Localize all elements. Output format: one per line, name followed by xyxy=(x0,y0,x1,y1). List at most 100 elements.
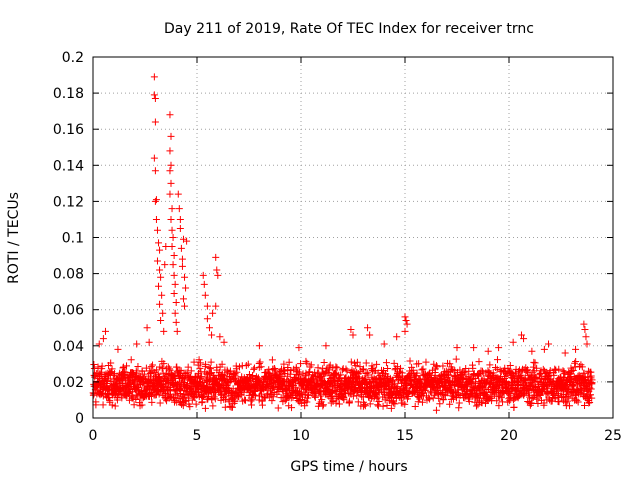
data-point xyxy=(366,400,374,408)
data-point xyxy=(347,326,355,334)
data-point xyxy=(134,363,142,371)
data-point xyxy=(303,359,311,367)
data-point xyxy=(218,360,226,368)
data-point xyxy=(156,376,164,384)
data-point xyxy=(391,400,399,408)
data-point xyxy=(205,364,213,372)
data-point xyxy=(495,402,503,410)
data-point xyxy=(402,317,410,325)
data-point xyxy=(111,402,119,410)
data-point xyxy=(167,215,175,223)
data-point xyxy=(381,390,389,398)
data-point xyxy=(379,402,387,410)
data-point xyxy=(152,215,160,223)
data-point xyxy=(151,95,159,103)
data-point xyxy=(174,190,182,198)
data-point xyxy=(261,394,269,402)
data-point xyxy=(584,373,592,381)
data-point xyxy=(176,224,184,232)
data-point xyxy=(150,154,158,162)
data-point xyxy=(145,338,153,346)
data-point xyxy=(152,196,160,204)
data-point xyxy=(527,400,535,408)
data-point xyxy=(307,361,315,369)
data-point xyxy=(203,315,211,323)
data-point xyxy=(157,273,165,281)
data-point xyxy=(484,347,492,355)
data-point xyxy=(265,366,273,374)
data-point xyxy=(170,289,178,297)
x-tick-label: 5 xyxy=(193,428,202,444)
data-point xyxy=(133,340,141,348)
axis-ticks: 0 0.02 0.04 0.06 0.08 0.1 0.12 0.14 0.16 0.18 0.2 0… xyxy=(53,50,622,444)
data-point xyxy=(534,399,542,407)
data-point xyxy=(353,358,361,366)
data-point xyxy=(353,392,361,400)
data-point xyxy=(242,396,250,404)
data-point xyxy=(550,371,558,379)
data-point xyxy=(244,360,252,368)
data-point xyxy=(281,397,289,405)
data-point xyxy=(387,404,395,412)
data-point xyxy=(159,309,167,317)
chart-title: Day 211 of 2019, Rate Of TEC Index for r… xyxy=(164,21,534,37)
data-point xyxy=(533,392,541,400)
data-point xyxy=(574,398,582,406)
data-point xyxy=(364,324,372,332)
data-point xyxy=(179,235,187,243)
data-point xyxy=(181,273,189,281)
data-point xyxy=(114,345,122,353)
data-point xyxy=(178,255,186,263)
data-point xyxy=(361,376,369,384)
data-point xyxy=(184,363,192,371)
data-point xyxy=(195,356,203,364)
data-point xyxy=(108,401,116,409)
data-point xyxy=(179,295,187,303)
data-point xyxy=(178,262,186,270)
data-point xyxy=(582,333,590,341)
data-point xyxy=(173,363,181,371)
data-point xyxy=(90,361,98,369)
data-point xyxy=(284,364,292,372)
data-point xyxy=(380,366,388,374)
y-tick-label: 0.12 xyxy=(53,194,84,210)
data-points xyxy=(89,73,596,414)
data-point xyxy=(529,368,537,376)
data-point xyxy=(406,357,414,365)
y-tick-label: 0 xyxy=(75,411,84,427)
data-point xyxy=(384,365,392,373)
data-point xyxy=(493,365,501,373)
data-point xyxy=(187,367,195,375)
data-point xyxy=(164,370,172,378)
data-point xyxy=(446,360,454,368)
data-point xyxy=(268,356,276,364)
data-point xyxy=(572,345,580,353)
data-point xyxy=(319,365,327,373)
data-point xyxy=(205,324,213,332)
data-point xyxy=(586,399,594,407)
data-point xyxy=(510,403,518,411)
data-point xyxy=(373,360,381,368)
data-point xyxy=(524,366,532,374)
data-point xyxy=(214,271,222,279)
data-point xyxy=(493,356,501,364)
y-tick-label: 0.2 xyxy=(62,50,84,66)
y-tick-label: 0.02 xyxy=(53,375,84,391)
data-point xyxy=(176,215,184,223)
data-point xyxy=(433,363,441,371)
data-point xyxy=(454,386,462,394)
data-point xyxy=(338,366,346,374)
data-point xyxy=(332,370,340,378)
data-point xyxy=(390,359,398,367)
data-point xyxy=(374,401,382,409)
data-point xyxy=(328,383,336,391)
data-point xyxy=(153,257,161,265)
data-point xyxy=(173,327,181,335)
data-point xyxy=(216,333,224,341)
data-point xyxy=(202,360,210,368)
data-point xyxy=(198,373,206,381)
data-point xyxy=(528,347,536,355)
data-point xyxy=(250,364,258,372)
data-point xyxy=(342,365,350,373)
data-point xyxy=(151,118,159,126)
